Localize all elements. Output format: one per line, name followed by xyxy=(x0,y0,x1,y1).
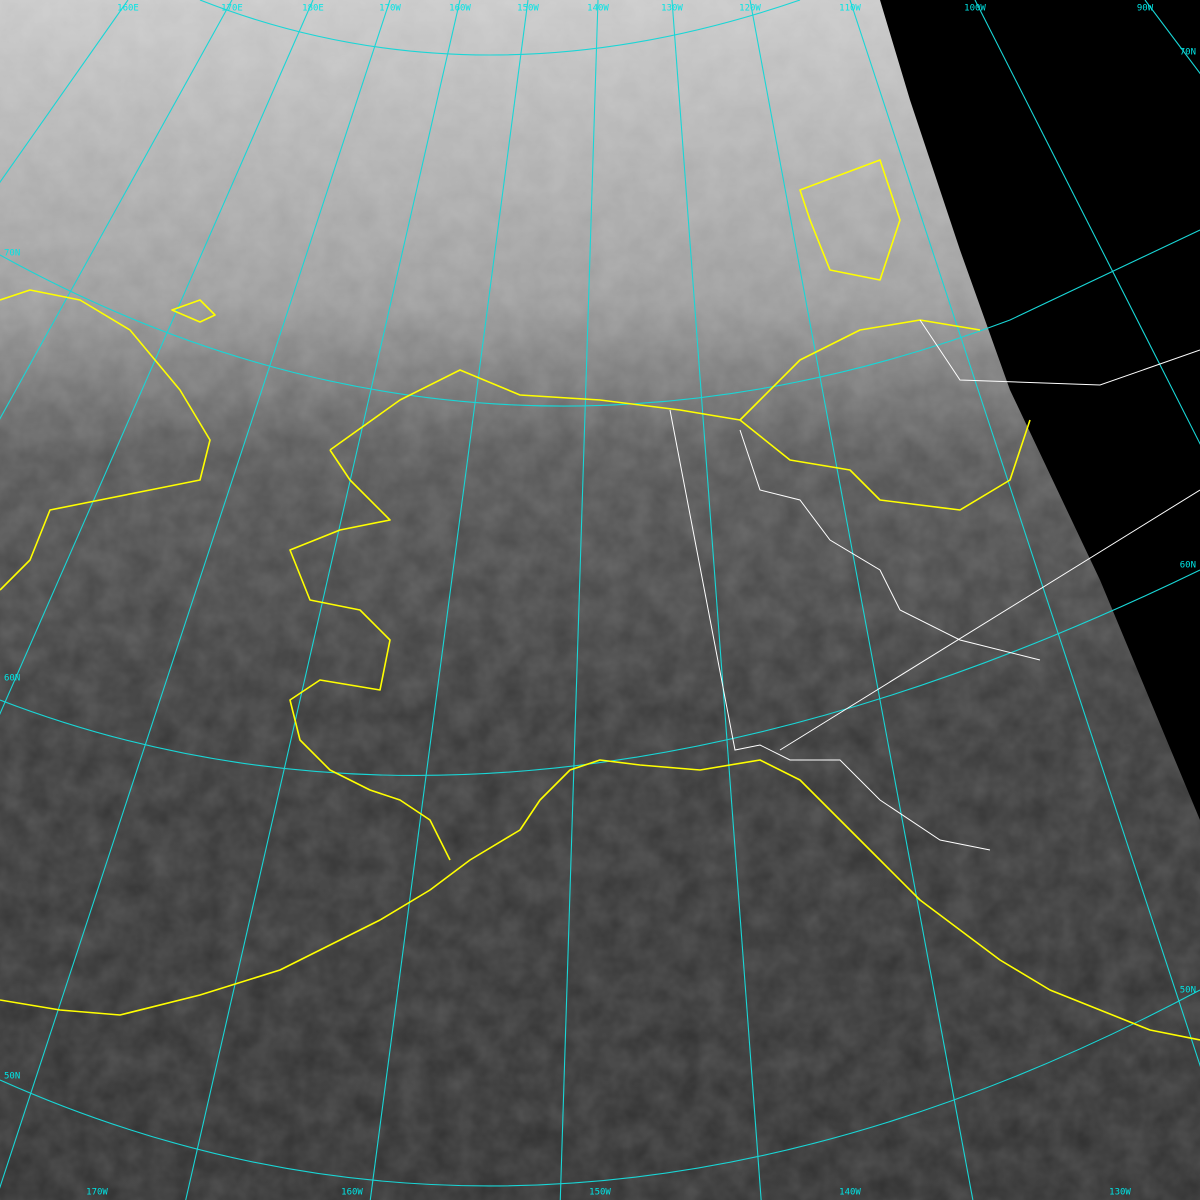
grid-label: 120W xyxy=(739,4,761,14)
meridian xyxy=(974,0,1200,445)
meridian xyxy=(185,0,461,1200)
grid-label: 150W xyxy=(589,1188,611,1198)
parallel xyxy=(0,989,1200,1187)
grid-label: 60N xyxy=(4,674,20,684)
border xyxy=(669,409,991,851)
grid-label: 140W xyxy=(839,1188,861,1198)
north-coast xyxy=(329,319,981,451)
grid-label: 160W xyxy=(341,1188,363,1198)
grid-label: 50N xyxy=(4,1072,20,1082)
grid-label: 170E xyxy=(221,4,243,14)
canada-coast xyxy=(739,419,1031,511)
coastlines xyxy=(0,159,1200,1041)
meridian xyxy=(849,0,1200,1067)
west-coast xyxy=(289,449,451,861)
south-coast xyxy=(0,759,1200,1041)
grid-label: 90W xyxy=(1137,4,1154,14)
grid-label: 50N xyxy=(1180,986,1196,996)
grid-label: 140W xyxy=(587,4,609,14)
border xyxy=(779,489,1200,751)
meridian xyxy=(749,0,974,1200)
grid-label: 180E xyxy=(302,4,324,14)
meridian xyxy=(671,0,762,1200)
meridian xyxy=(0,0,314,716)
grid-label: 70N xyxy=(4,249,20,259)
parallel xyxy=(0,569,1200,776)
no-data-region xyxy=(880,0,1200,820)
grid-label: 110W xyxy=(839,4,861,14)
grid-label: 160E xyxy=(117,4,139,14)
meridian xyxy=(369,0,529,1200)
island xyxy=(799,159,901,281)
border xyxy=(739,429,1041,661)
parallel xyxy=(199,0,801,56)
island xyxy=(171,299,216,323)
grid-label: 70N xyxy=(1180,48,1196,58)
chukotka-coast xyxy=(0,289,211,591)
grid-label: 150W xyxy=(517,4,539,14)
parallel xyxy=(0,229,1200,407)
grid-label: 130W xyxy=(661,4,683,14)
meridian xyxy=(0,0,233,420)
grid-label: 170W xyxy=(379,4,401,14)
grid-label: 160W xyxy=(449,4,471,14)
meridian xyxy=(559,0,599,1200)
meridian xyxy=(0,0,391,1189)
grid-label: 130W xyxy=(1109,1188,1131,1198)
border xyxy=(919,319,1200,386)
grid-label: 60N xyxy=(1180,561,1196,571)
grid-label: 100W xyxy=(964,4,986,14)
grid-label: 170W xyxy=(86,1188,108,1198)
